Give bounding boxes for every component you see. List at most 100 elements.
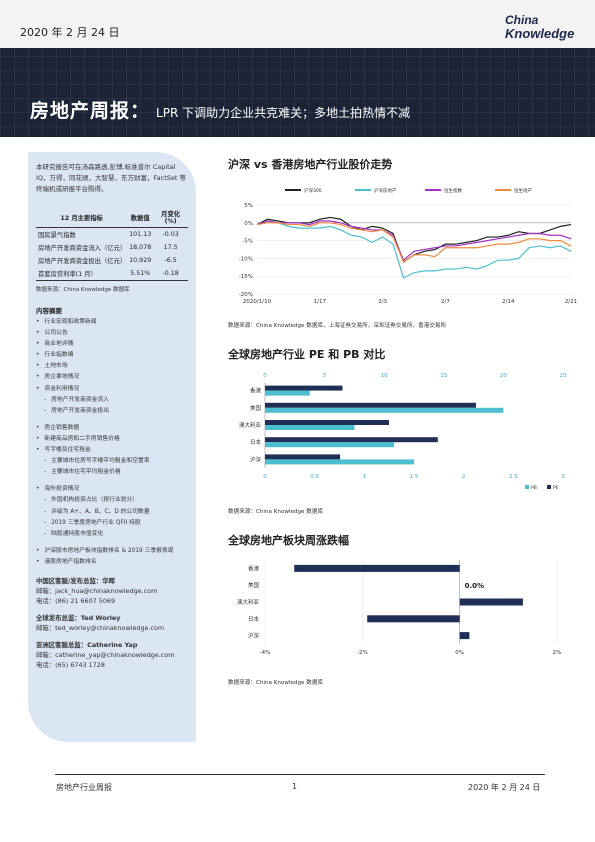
pb-axis-tick: 1.5 xyxy=(410,474,419,480)
y-tick-label: -5% xyxy=(242,239,253,245)
contact-heading: 亚洲区客服总监：Catherine Yap xyxy=(36,640,138,649)
toc-subitem: 2019 三季度房地产行业 QFII 持股 xyxy=(36,518,188,529)
table-cell: 房地产开发商资金流入（亿元） xyxy=(38,245,127,252)
pb-bar xyxy=(265,407,504,413)
series-line xyxy=(256,220,572,262)
chart2-source: 数据来源：China Knowledge 数据库 xyxy=(228,509,324,515)
report-header: 2020 年 2 月 24 日 China Knowledge 房地产周报： LP… xyxy=(0,0,595,137)
change-bar xyxy=(294,564,460,572)
toc-item: 土地市场 xyxy=(36,361,188,372)
toc-item: 房企销售数据 xyxy=(36,423,188,434)
table-header-row: 12 月主要指标 数据值 月变化(%) xyxy=(36,207,188,228)
y-tick-label: 5% xyxy=(244,203,253,209)
table-header-cell: 月变化(%) xyxy=(153,207,188,228)
change-bar xyxy=(367,615,460,623)
contact-card: 中国区客服/发布总监：华晖 邮箱：jack_hua@chinaknowledge.… xyxy=(36,576,188,606)
contact-heading: 中国区客服/发布总监：华晖 xyxy=(36,576,116,585)
pe-bar xyxy=(265,402,476,408)
logo-line2: Knowledge xyxy=(505,26,575,41)
y-tick-label: -10% xyxy=(239,256,253,262)
change-bar xyxy=(459,598,523,606)
series-line xyxy=(256,220,572,279)
table-cell: 10,929 xyxy=(129,257,152,264)
report-date: 2020 年 2 月 24 日 xyxy=(20,26,120,39)
category-label: 美国 xyxy=(248,581,260,589)
toc-item: 房企拿地情况 xyxy=(36,372,188,383)
category-label: 日本 xyxy=(248,615,260,623)
x-tick-label: 2020/1/10 xyxy=(243,299,272,305)
toc-item: 商业地评情 xyxy=(36,339,188,350)
chart1-source: 数据来源：China Knowledge 数据库，上海证券交易所，深圳证券交易所… xyxy=(228,323,447,329)
pe-bar xyxy=(265,420,389,425)
table-row: 国房景气指数 101.13 -0.03 xyxy=(36,228,188,242)
contact-email[interactable]: 邮箱：jack_hua@chinaknowledge.com xyxy=(36,586,158,595)
table-cell: 17.5 xyxy=(163,244,178,251)
pb-axis-tick: 2 xyxy=(462,474,466,480)
y-tick-label: -15% xyxy=(239,274,253,280)
legend-label: PB xyxy=(531,485,537,491)
chart3-source: 数据来源：China Knowledge 数据库 xyxy=(228,680,324,686)
table-cell: 房地产开发商资金投出（亿元） xyxy=(38,258,127,265)
pb-axis-tick: 3 xyxy=(561,474,565,480)
pe-axis-tick: 25 xyxy=(560,373,567,379)
section-title-weekly-change: 全球房地产板块周涨跌幅 xyxy=(228,534,349,547)
category-label: 香港 xyxy=(250,387,262,395)
pb-bar xyxy=(265,390,310,396)
legend-swatch xyxy=(547,485,551,489)
x-tick-label: 2/14 xyxy=(502,299,515,305)
legend-swatch xyxy=(525,485,529,489)
table-row: 房地产开发商资金流入（亿元） 18,078 17.5 xyxy=(36,241,188,254)
contact-heading: 全球发布总监：Ted Worley xyxy=(36,613,121,622)
table-cell: 首套房贷利率(1 月） xyxy=(36,267,128,281)
table-cell: 18,078 xyxy=(129,244,152,251)
contact-phone: 电话：(65) 6743 1728 xyxy=(36,660,105,669)
pe-axis-tick: 15 xyxy=(440,373,447,379)
table-cell: -6.5 xyxy=(164,257,177,264)
title-main: 房地产周报： xyxy=(30,100,151,122)
x-tick-label: -2% xyxy=(357,650,368,656)
toc-subitem: 陆股通持股市值变化 xyxy=(36,529,188,540)
contact-email[interactable]: 邮箱：catherine_yap@chinaknowledge.com xyxy=(36,650,175,659)
pe-bar xyxy=(265,454,341,460)
pb-axis-tick: 0.5 xyxy=(310,474,319,480)
toc-subitem: 外国机构投资占比（按行业划分） xyxy=(36,495,188,506)
table-row: 房地产开发商资金投出（亿元） 10,929 -6.5 xyxy=(36,254,188,267)
pe-bar xyxy=(265,385,343,391)
pe-axis-tick: 5 xyxy=(323,373,327,379)
x-tick-label: 0% xyxy=(455,650,464,656)
category-label: 美国 xyxy=(250,404,262,412)
pb-bar xyxy=(265,459,414,465)
y-tick-label: 0% xyxy=(244,221,253,227)
x-tick-label: 1/17 xyxy=(314,299,327,305)
change-bar xyxy=(459,632,470,640)
report-title: 房地产周报： LPR 下调助力企业共克难关；多地土拍热情不减 xyxy=(30,96,410,123)
x-tick-label: 2/7 xyxy=(441,299,450,305)
legend-label: 沪深房地产 xyxy=(374,187,397,194)
toc-item: 行业宏观和政策新闻 xyxy=(36,317,188,328)
pb-axis-tick: 0 xyxy=(263,474,267,480)
footer-left: 房地产行业周报 xyxy=(56,783,112,792)
pe-axis-tick: 20 xyxy=(500,373,507,379)
toc-item: 行业指数编 xyxy=(36,350,188,361)
x-tick-label: 2% xyxy=(553,650,562,656)
table-cell: 5.51% xyxy=(127,267,154,281)
contact-email[interactable]: 邮箱：ted_worley@chinaknowledge.com xyxy=(36,623,165,632)
pe-axis-tick: 10 xyxy=(381,373,388,379)
category-label: 澳大利亚 xyxy=(237,598,260,606)
table-source: 数据来源：China Knowledge 数据库 xyxy=(36,287,130,293)
y-tick-label: -20% xyxy=(239,292,253,298)
table-header-cell: 12 月主要指标 xyxy=(36,207,128,228)
toc-list: 行业宏观和政策新闻公司公告商业地评情行业指数编土地市场房企拿地情况资金利用情况房… xyxy=(36,317,188,568)
price-trend-chart: 5% 0% -5% -10% -15% -20%2020/1/10 1/17 2/3 2/7 2/… xyxy=(239,187,577,305)
header-top-bar xyxy=(0,0,595,48)
toc-title: 内容摘要 xyxy=(36,307,62,315)
title-subtitle: LPR 下调助力企业共克难关；多地土拍热情不减 xyxy=(156,106,411,120)
logo-line1: China xyxy=(505,13,539,27)
section-title-price-trend: 沪深 vs 香港房地产行业股价走势 xyxy=(228,158,393,171)
data-label: 0.0% xyxy=(465,582,484,590)
sidebar-intro: 本研究报告可在汤森路透,彭博,标准普尔 Capital IQ，万得，同花顺，大智… xyxy=(36,163,187,193)
footer-date: 2020 年 2 月 24 日 xyxy=(468,783,541,792)
contact-card: 全球发布总监：Ted Worley 邮箱：ted_worley@chinaknow… xyxy=(36,613,188,633)
pe-axis-tick: 0 xyxy=(263,373,267,379)
